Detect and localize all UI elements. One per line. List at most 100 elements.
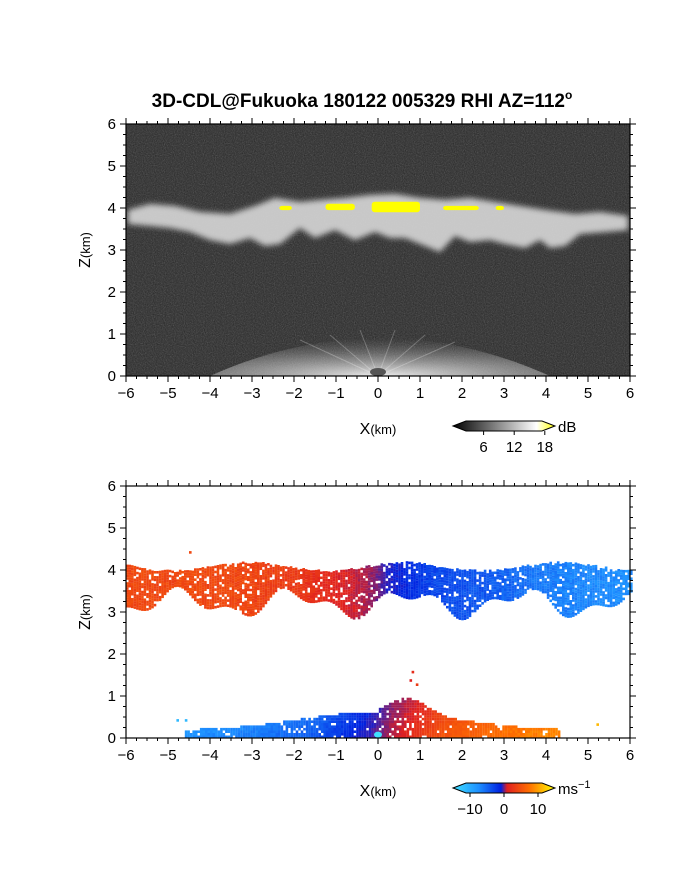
velocity-cell	[415, 585, 419, 589]
velocity-cell	[153, 578, 157, 582]
velocity-cell	[517, 735, 520, 739]
velocity-cell	[312, 570, 316, 573]
velocity-cell	[509, 583, 512, 587]
velocity-cell	[453, 599, 457, 602]
velocity-cell	[599, 598, 603, 601]
velocity-cell	[181, 586, 184, 589]
velocity-cell	[499, 733, 503, 736]
velocity-cell	[393, 586, 396, 589]
velocity-cell	[268, 722, 271, 726]
velocity-cell	[557, 733, 561, 736]
velocity-cell	[418, 579, 421, 583]
velocity-cell	[404, 705, 407, 708]
velocity-cell	[173, 574, 177, 578]
velocity-cell	[352, 571, 356, 575]
velocity-cell	[436, 572, 439, 576]
velocity-cell	[574, 605, 578, 608]
velocity-cell	[247, 735, 251, 739]
velocity-cell	[441, 725, 445, 728]
velocity-cell	[441, 589, 444, 593]
velocity-cell	[612, 571, 615, 574]
velocity-cell	[148, 604, 152, 608]
velocity-cell	[414, 717, 417, 721]
velocity-cell	[418, 595, 421, 598]
velocity-cell	[335, 600, 338, 604]
velocity-cell	[607, 599, 610, 603]
velocity-cell	[158, 570, 162, 574]
velocity-cell	[625, 580, 628, 583]
velocity-cell	[399, 707, 402, 711]
velocity-cell	[252, 613, 255, 616]
velocity-cell	[295, 733, 299, 736]
velocity-cell	[441, 722, 445, 726]
velocity-cell	[294, 567, 298, 571]
velocity-cell	[403, 580, 406, 584]
velocity-cell	[622, 569, 625, 573]
velocity-cell	[148, 589, 152, 593]
velocity-cell	[577, 611, 580, 614]
velocity-cell	[376, 717, 379, 721]
velocity-cell	[451, 576, 454, 580]
velocity-x-tick-label: −4	[201, 747, 218, 764]
velocity-cell	[224, 578, 227, 582]
velocity-cell	[579, 579, 583, 582]
velocity-cell	[461, 579, 464, 583]
velocity-cell	[426, 733, 430, 736]
velocity-cell	[252, 568, 255, 571]
velocity-cell	[320, 576, 323, 580]
velocity-cell	[562, 573, 565, 576]
velocity-cell	[453, 584, 457, 587]
velocity-cell	[308, 735, 311, 739]
velocity-cell	[446, 605, 449, 609]
velocity-cell	[304, 589, 308, 592]
velocity-cell	[360, 590, 363, 593]
velocity-cell	[235, 735, 238, 739]
velocity-cell	[367, 602, 371, 606]
velocity-cell	[363, 715, 367, 718]
velocity-cell	[604, 574, 608, 577]
velocity-cell	[619, 584, 623, 588]
velocity-cell	[199, 603, 202, 606]
velocity-cell	[569, 602, 573, 606]
velocity-cell	[395, 584, 399, 588]
velocity-cell	[406, 702, 410, 706]
velocity-cell	[396, 727, 400, 731]
velocity-cell	[342, 592, 346, 595]
velocity-cell	[302, 575, 305, 579]
velocity-cell	[305, 735, 309, 739]
velocity-cell	[388, 722, 392, 726]
velocity-cell	[625, 587, 628, 591]
velocity-cell	[196, 573, 200, 576]
velocity-cell	[264, 578, 268, 582]
velocity-cell	[236, 598, 240, 602]
velocity-cell	[163, 577, 167, 580]
velocity-cell	[444, 717, 447, 721]
velocity-cell	[362, 580, 366, 584]
velocity-cell	[405, 594, 409, 597]
velocity-cell	[413, 573, 416, 577]
velocity-cell	[521, 570, 525, 573]
velocity-cell	[520, 735, 523, 739]
velocity-cell	[161, 572, 164, 576]
velocity-cell	[204, 593, 207, 597]
velocity-cell	[292, 588, 295, 591]
velocity-cell	[607, 604, 610, 608]
velocity-cell	[260, 735, 263, 739]
velocity-cell	[401, 700, 405, 703]
velocity-cell	[320, 581, 323, 585]
velocity-cell	[449, 717, 452, 721]
velocity-cell	[289, 576, 293, 579]
velocity-cell	[181, 581, 184, 584]
velocity-cell	[225, 727, 228, 731]
velocity-cell	[212, 727, 216, 731]
velocity-cell	[313, 735, 316, 739]
velocity-cell	[569, 567, 573, 570]
velocity-cell	[602, 568, 605, 572]
velocity-cell	[252, 593, 255, 596]
velocity-cell	[307, 595, 310, 598]
velocity-cell	[143, 590, 147, 594]
velocity-cell	[540, 733, 543, 736]
velocity-cell	[229, 597, 232, 600]
velocity-cell	[393, 568, 396, 572]
